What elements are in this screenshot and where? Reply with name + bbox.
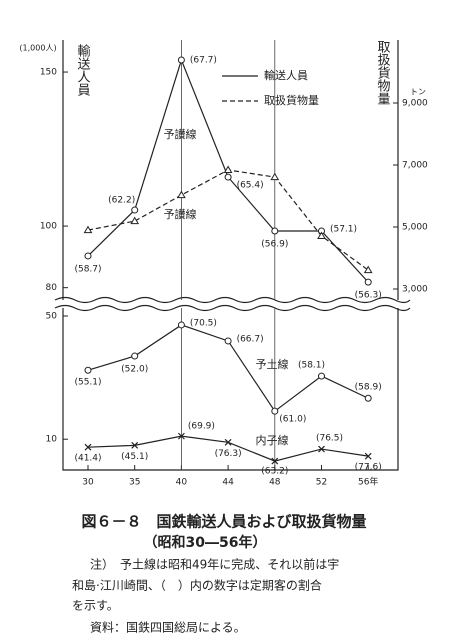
marker — [224, 337, 232, 345]
point-label: (56.9) — [261, 239, 288, 249]
point-label: (66.7) — [237, 334, 264, 344]
y2-label: 取扱貨物量 — [375, 40, 391, 105]
marker — [271, 457, 279, 465]
marker — [84, 443, 92, 451]
marker — [177, 432, 185, 440]
x-tick-label: 56年 — [358, 476, 378, 488]
point-label: (57.1) — [330, 224, 357, 234]
y2-tick-label: 3,000 — [402, 284, 428, 294]
point-label: (58.7) — [74, 264, 101, 274]
y-tick-label: 150 — [40, 68, 57, 78]
marker — [318, 372, 325, 380]
x-tick-label: 40 — [176, 478, 188, 488]
point-label: (61.0) — [279, 415, 306, 425]
marker — [364, 452, 372, 460]
x-tick-label: 52 — [316, 478, 327, 488]
marker — [363, 265, 373, 274]
marker — [271, 227, 279, 235]
marker — [270, 172, 280, 181]
y-tick-label: 10 — [46, 435, 58, 445]
y-unit: (1,000人) — [19, 44, 56, 53]
marker — [131, 206, 139, 214]
point-label: (63.2) — [261, 467, 288, 477]
point-label: (69.9) — [188, 422, 215, 432]
y2-tick-label: 5,000 — [402, 222, 428, 232]
legend-label: 輸送人員 — [264, 68, 308, 82]
series-line — [87, 169, 369, 271]
x-tick-label: 48 — [269, 478, 281, 488]
marker — [364, 278, 372, 286]
point-label: (67.7) — [190, 56, 217, 66]
y2-tick-label: 9,000 — [402, 98, 428, 108]
caption-subtitle: （昭和30―56年） — [144, 534, 267, 551]
x-tick-label: 30 — [82, 478, 94, 488]
x-tick-label: 35 — [129, 478, 140, 488]
y-tick-label: 100 — [40, 222, 57, 232]
note: 注） 予土線は昭和49年に完成、それ以前は宇 — [90, 557, 339, 572]
caption-title: 図６－８ 国鉄輸送人員および取扱貨物量 — [81, 513, 366, 531]
point-label: (76.5) — [316, 434, 343, 444]
marker — [130, 216, 140, 225]
axis-break — [54, 304, 411, 312]
marker — [83, 225, 93, 234]
marker — [177, 56, 185, 64]
marker — [131, 441, 139, 449]
point-label: (70.5) — [190, 318, 217, 328]
marker — [131, 352, 139, 360]
marker — [84, 252, 92, 260]
frame — [62, 40, 399, 471]
axis-break — [54, 296, 411, 304]
series-name: 予讃線 — [164, 127, 197, 141]
point-label: (56.3) — [355, 291, 382, 301]
note: を示す。 — [72, 599, 119, 613]
marker — [364, 394, 372, 402]
marker — [318, 445, 325, 453]
marker — [223, 165, 233, 173]
note: 資料：国鉄四国総局による。 — [90, 620, 246, 635]
y-label: 輸送人員 — [75, 44, 91, 96]
y2-unit: トン — [410, 88, 426, 97]
marker — [224, 173, 232, 181]
y-tick-label: 50 — [46, 312, 58, 322]
point-label: (41.4) — [74, 454, 101, 464]
series-name: 予讃線 — [164, 207, 197, 221]
point-label: (77.6) — [355, 463, 382, 473]
note: 和島·江川崎間、（ ）内の数字は定期客の割合 — [72, 578, 322, 593]
marker — [177, 190, 186, 199]
y-tick-label: 80 — [46, 283, 58, 293]
point-label: (62.2) — [108, 196, 135, 206]
point-label: (58.9) — [355, 383, 382, 393]
marker — [84, 366, 92, 374]
marker — [317, 231, 326, 239]
point-label: (58.1) — [298, 361, 325, 371]
point-label: (45.1) — [121, 452, 148, 462]
legend-label: 取扱貨物量 — [264, 93, 319, 107]
series-name: 内子線 — [256, 433, 289, 447]
marker — [271, 407, 279, 415]
point-label: (76.3) — [215, 449, 242, 459]
point-label: (55.1) — [74, 378, 101, 388]
marker — [224, 438, 232, 446]
point-label: (65.4) — [237, 181, 264, 191]
x-tick-label: 44 — [222, 478, 234, 488]
series-name: 予土線 — [256, 357, 289, 371]
marker — [177, 321, 185, 329]
y2-tick-label: 7,000 — [402, 160, 428, 170]
point-label: (52.0) — [121, 365, 148, 375]
